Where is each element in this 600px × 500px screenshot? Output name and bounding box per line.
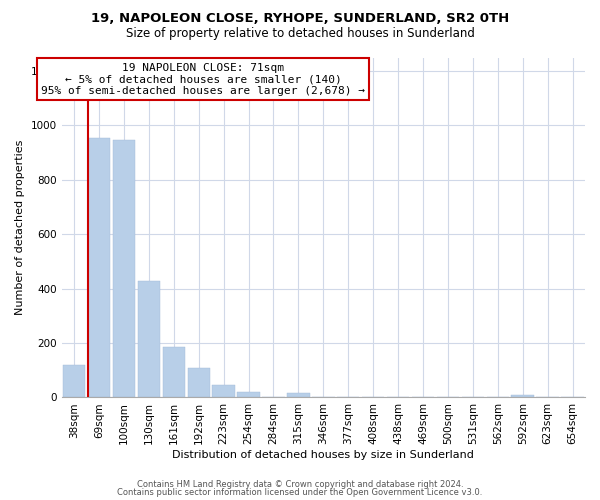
Bar [88,138,110,398]
Text: 19 NAPOLEON CLOSE: 71sqm
← 5% of detached houses are smaller (140)
95% of semi-d: 19 NAPOLEON CLOSE: 71sqm ← 5% of detache… [41,62,365,96]
Bar [212,385,235,398]
Bar [63,365,85,398]
X-axis label: Distribution of detached houses by size in Sunderland: Distribution of detached houses by size … [172,450,474,460]
Y-axis label: Number of detached properties: Number of detached properties [15,140,25,315]
Bar [113,140,135,398]
Text: Size of property relative to detached houses in Sunderland: Size of property relative to detached ho… [125,28,475,40]
Bar [238,392,260,398]
Text: Contains HM Land Registry data © Crown copyright and database right 2024.: Contains HM Land Registry data © Crown c… [137,480,463,489]
Bar [163,347,185,398]
Text: 19, NAPOLEON CLOSE, RYHOPE, SUNDERLAND, SR2 0TH: 19, NAPOLEON CLOSE, RYHOPE, SUNDERLAND, … [91,12,509,26]
Bar [511,394,534,398]
Bar [287,394,310,398]
Text: Contains public sector information licensed under the Open Government Licence v3: Contains public sector information licen… [118,488,482,497]
Bar [137,280,160,398]
Bar [188,368,210,398]
